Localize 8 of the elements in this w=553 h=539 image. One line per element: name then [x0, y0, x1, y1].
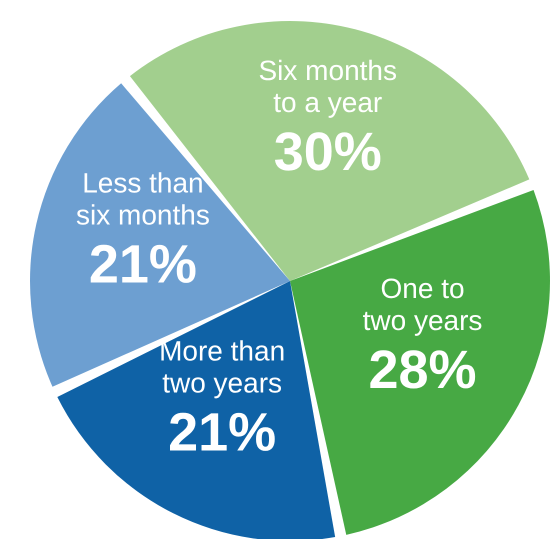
- data-label: 30%: [274, 122, 382, 182]
- slice-label: Six months to a year: [258, 55, 398, 118]
- slice-label: More than two years: [159, 336, 286, 399]
- data-label: 28%: [368, 340, 477, 400]
- data-label: 21%: [88, 234, 197, 295]
- slice-label: Less than six months: [76, 168, 210, 231]
- data-label: 21%: [168, 402, 276, 463]
- slice-label: One to two years: [362, 272, 482, 336]
